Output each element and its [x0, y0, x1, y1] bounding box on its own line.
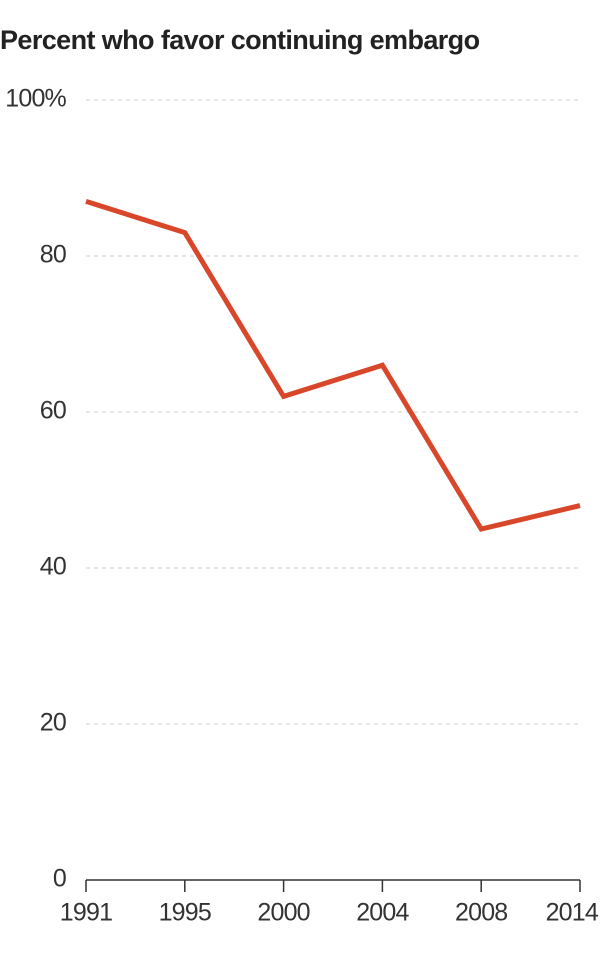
chart-title: Percent who favor continuing embargo	[0, 25, 480, 55]
x-tick-label: 2000	[257, 899, 309, 927]
y-tick-label: 20	[40, 709, 66, 737]
x-tick-label: 1991	[60, 899, 112, 927]
data-line	[85, 199, 581, 532]
y-tick-label: 60	[40, 397, 66, 425]
y-tick-label: 100%	[5, 85, 66, 113]
y-tick-label: 80	[40, 241, 66, 269]
y-tick-label: 0	[53, 865, 66, 893]
y-tick-label: 40	[40, 553, 66, 581]
x-tick-label: 2014	[546, 899, 599, 927]
x-tick-label: 1995	[159, 899, 211, 927]
x-tick-label: 2004	[356, 899, 409, 927]
x-tick-label: 2008	[455, 899, 507, 927]
